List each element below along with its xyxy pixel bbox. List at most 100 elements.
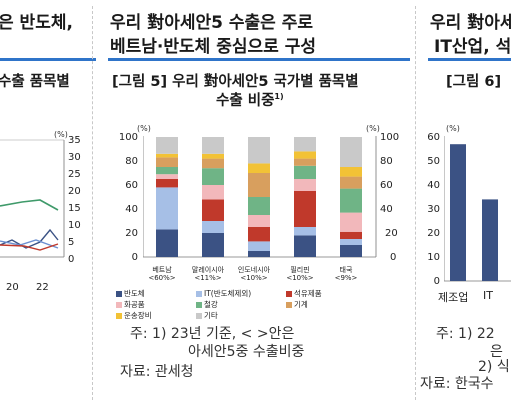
figure5-y-tick-left: 20 (125, 228, 138, 239)
figure5-category-share: <10%> (240, 274, 268, 282)
legend-label: 기계 (294, 300, 308, 309)
figure5-y-tick-right: 20 (385, 228, 398, 239)
legend-swatch (116, 291, 122, 297)
legend-item: IT(반도체제외) (196, 288, 251, 299)
legend-item: 기계 (286, 299, 308, 310)
legend-item: 운송장비 (116, 310, 152, 321)
legend-swatch (196, 313, 202, 319)
middle-header-line1: 우리 對아세안5 수출은 주로 (110, 13, 313, 33)
left-series-blue (0, 239, 59, 249)
left-y-tick: 0 (68, 254, 75, 265)
figure5-unit-left: (%) (137, 124, 151, 133)
bar-segment (294, 179, 316, 191)
left-series-red (0, 243, 59, 251)
figure6-source: 자료: 한국수 (420, 376, 494, 392)
legend-swatch (286, 302, 292, 308)
figure5-y-tick-right: 0 (390, 252, 397, 263)
right-header-line1: 우리 對아세안 (430, 13, 511, 33)
figure5-y-tick-left: 80 (125, 156, 138, 167)
legend-label: 철강 (204, 300, 218, 309)
figure5-category: 베트남 <60%> (139, 266, 185, 282)
left-line-chart (0, 139, 65, 258)
figure5-category-name: 말레이시아 (191, 266, 225, 274)
figure5-y-tick-right: 60 (380, 180, 393, 191)
bar-segment (248, 197, 270, 215)
bar-segment (156, 157, 178, 167)
bar-segment (202, 185, 224, 200)
figure6-bar-chart (444, 136, 511, 282)
bar-segment (294, 191, 316, 227)
bar-segment (156, 187, 178, 230)
legend-label: 석유제품 (294, 289, 322, 298)
bar-segment (156, 167, 178, 175)
legend-item: 반도체 (116, 288, 145, 299)
left-x-tick: 20 (6, 282, 19, 293)
figure5-title-line1: [그림 5] 우리 對아세안5 국가별 품목별 (112, 74, 359, 90)
figure6-title: [그림 6] (446, 74, 502, 90)
legend-label: 화공품 (124, 300, 145, 309)
bar-segment (340, 231, 362, 239)
left-series-navy (0, 228, 59, 249)
bar-segment (340, 245, 362, 257)
figure6-unit: (%) (446, 124, 460, 133)
figure5-category-name: 베트남 (152, 266, 172, 274)
bar (450, 144, 466, 281)
bar-segment (156, 153, 178, 158)
legend-item: 기타 (196, 310, 218, 321)
bar-segment (248, 227, 270, 242)
bar-segment (340, 188, 362, 213)
figure5-source: 자료: 관세청 (120, 364, 194, 380)
legend-item: 석유제품 (286, 288, 322, 299)
bar-segment (202, 168, 224, 185)
figure5-category: 말레이시아 <11%> (185, 266, 231, 282)
figure5-y-tick-right: 100 (380, 132, 400, 143)
left-figure-title: 수출 품목별 (0, 74, 70, 90)
bar-segment (156, 137, 178, 154)
figure5-title-text: 수출 비중 (216, 93, 275, 109)
figure5-category-name: 필리핀 (290, 266, 310, 274)
figure6-y-tick: 40 (427, 180, 440, 191)
legend-swatch (196, 291, 202, 297)
figure6-y-tick: 0 (433, 276, 440, 287)
left-series-green (0, 199, 59, 211)
figure6-y-tick: 50 (427, 156, 440, 167)
bar-segment (156, 229, 178, 257)
legend-swatch (116, 313, 122, 319)
bar-segment (340, 212, 362, 232)
figure5-category: 인도네시아 <10%> (231, 266, 277, 282)
left-blue-rule (0, 58, 96, 61)
figure5-unit-right: (%) (366, 124, 380, 133)
figure5-title-line2: 수출 비중1) (216, 89, 284, 110)
figure5-category-share: <10%> (286, 274, 314, 282)
legend-swatch (286, 291, 292, 297)
bar-segment (248, 215, 270, 227)
left-y-tick: 35 (68, 135, 81, 146)
right-header-line2: IT산업, 석 (434, 37, 511, 57)
figure6-note-line1: 주: 1) 22 (436, 326, 495, 342)
figure5-category-share: <60%> (148, 274, 176, 282)
bar-segment (202, 233, 224, 257)
figure6-note-line2: 은 (490, 344, 503, 360)
bar-segment (294, 227, 316, 236)
figure6-category: IT (483, 289, 493, 302)
bar-segment (156, 174, 178, 179)
bar-segment (294, 151, 316, 159)
left-y-unit: (%) (54, 130, 68, 139)
figure5-note-line1: 주: 1) 23년 기준, < >안은 (130, 326, 295, 342)
figure5-title-sup: 1) (274, 92, 284, 102)
figure6-y-tick: 20 (427, 228, 440, 239)
left-header: 은 반도체, (0, 13, 73, 33)
middle-blue-rule (108, 58, 410, 61)
bar-segment (202, 158, 224, 169)
figure5-y-tick-right: 80 (380, 156, 393, 167)
left-y-tick: 5 (68, 237, 75, 248)
bar-segment (248, 173, 270, 197)
figure6-y-tick: 60 (427, 132, 440, 143)
bar-segment (294, 137, 316, 152)
figure6-note-line3: 2) 식 (478, 359, 510, 375)
figure6-y-tick: 10 (427, 252, 440, 263)
figure5-y-tick-left: 100 (118, 132, 138, 143)
figure5-category-name: 인도네시아 (237, 266, 271, 274)
right-blue-rule (428, 58, 511, 61)
bar (482, 199, 498, 281)
